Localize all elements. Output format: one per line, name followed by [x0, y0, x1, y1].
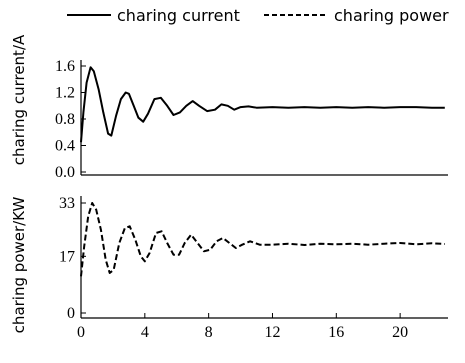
current-y-tick-label: 0.0: [55, 164, 75, 181]
power-y-tick-label: 17: [59, 248, 75, 265]
power-y-ticks: 0 17 33: [59, 195, 86, 322]
current-y-ticks: 0.0 0.4 0.8 1.2 1.6: [55, 58, 86, 181]
x-tick-label: 20: [392, 324, 408, 341]
x-tick-label: 12: [264, 324, 280, 341]
power-y-axis-label: charing power/KW: [10, 197, 28, 334]
x-tick-label: 16: [328, 324, 344, 341]
x-tick-label: 0: [77, 324, 85, 341]
power-panel: charing power/KW 0 17 33 0 4 8 12 16 20: [10, 195, 448, 341]
legend-current-label: charing current: [117, 6, 240, 25]
legend: charing current charing power: [67, 6, 449, 25]
current-y-tick-label: 0.4: [55, 138, 75, 155]
current-y-axis-label: charing current/A: [10, 34, 28, 165]
power-y-tick-label: 33: [59, 195, 75, 212]
current-y-tick-label: 1.2: [55, 85, 75, 102]
power-x-ticks: 0 4 8 12 16 20: [77, 313, 408, 341]
power-y-tick-label: 0: [67, 305, 75, 322]
legend-power-label: charing power: [334, 6, 449, 25]
current-panel: charing current/A 0.0 0.4 0.8 1.2 1.6: [10, 34, 448, 181]
current-series-line: [80, 66, 445, 143]
current-y-tick-label: 0.8: [55, 111, 75, 128]
current-y-tick-label: 1.6: [55, 58, 75, 75]
power-series-line: [80, 202, 445, 277]
x-tick-label: 4: [141, 324, 149, 341]
x-tick-label: 8: [205, 324, 213, 341]
